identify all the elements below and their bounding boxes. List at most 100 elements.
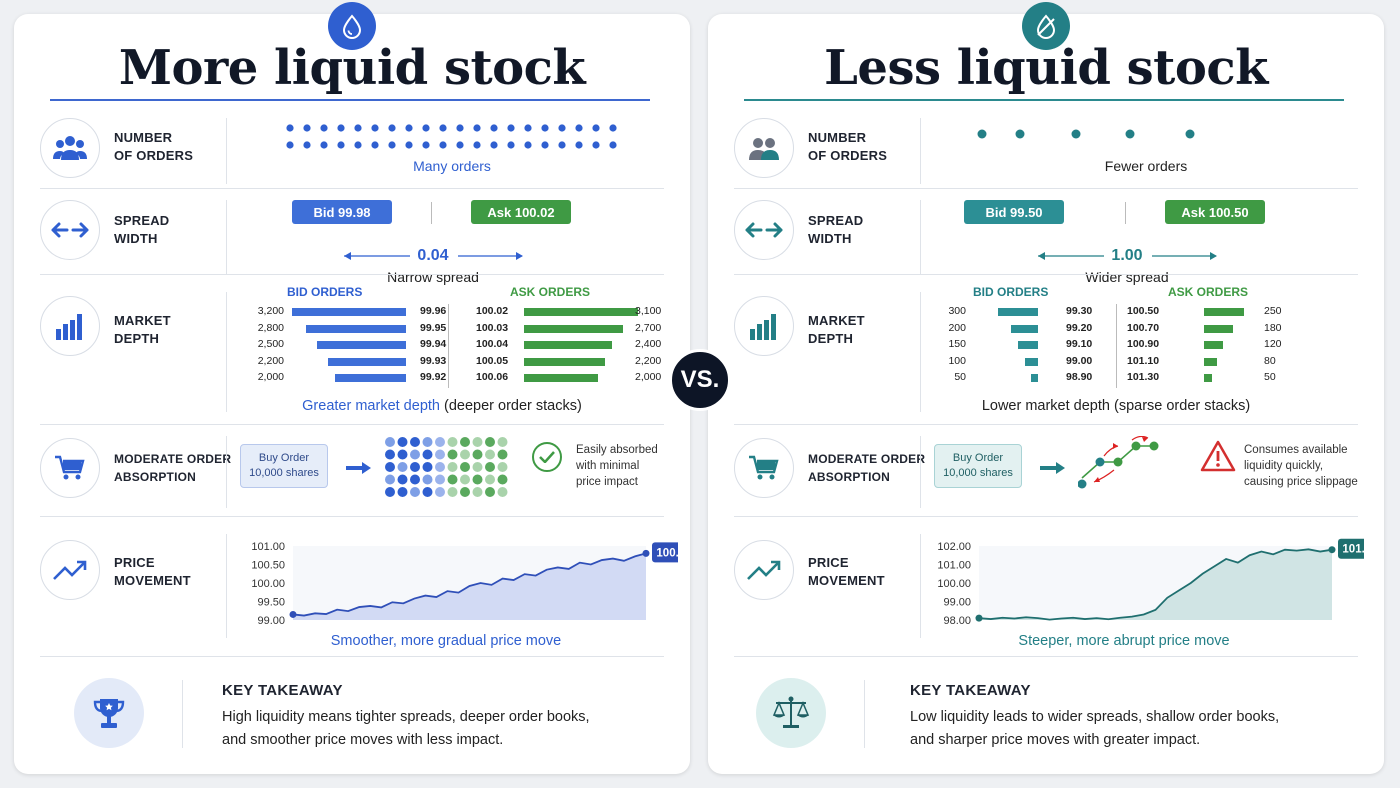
orders-visual: Fewer orders xyxy=(934,114,1358,194)
last-price-badge xyxy=(652,542,678,563)
y-tick-label: 100.50 xyxy=(251,560,285,572)
price-label: PRICE MOVEMENT xyxy=(114,555,191,588)
order-dot xyxy=(447,437,458,447)
ask-price-label: 100.90 xyxy=(1127,338,1160,350)
bid-bar xyxy=(1018,341,1038,349)
order-dot xyxy=(435,462,445,472)
order-dot xyxy=(385,462,395,472)
title-divider xyxy=(50,99,650,101)
order-dot xyxy=(422,449,433,460)
bid-size-label: 2,500 xyxy=(257,338,284,350)
people-icon xyxy=(734,118,794,178)
bid-price-pill: Bid 99.50 xyxy=(964,200,1064,224)
bar-chart-icon xyxy=(40,296,100,356)
absorption-label: MODERATE ORDER ABSORPTION xyxy=(808,452,926,484)
order-dot xyxy=(405,124,413,132)
y-tick-label: 101.00 xyxy=(251,541,285,553)
depth-caption: Greater market depth (deeper order stack… xyxy=(302,398,582,414)
order-dot xyxy=(388,124,396,132)
order-dot xyxy=(558,124,566,132)
ask-orders-heading: ASK ORDERS xyxy=(510,285,591,299)
ask-price-label: 100.05 xyxy=(476,354,509,367)
order-dot xyxy=(490,141,498,149)
ask-price-label: 101.30 xyxy=(1127,371,1160,383)
ask-bar xyxy=(1204,308,1244,316)
bid-bar xyxy=(316,341,406,349)
ask-bar xyxy=(524,341,613,349)
order-dot xyxy=(472,474,483,485)
depth-visual: BID ORDERS ASK ORDERS Greater market dep… xyxy=(240,282,664,420)
ask-size-label: 3,100 xyxy=(635,305,662,317)
y-tick-label: 100.00 xyxy=(937,578,971,590)
bid-size-label: 200 xyxy=(948,321,966,334)
orders-row: NUMBER OF ORDERS Fewer orders xyxy=(734,114,1358,194)
order-dot xyxy=(1071,129,1081,139)
price-chart: 101.00 100.50 100.00 99.50 99.00 100.80 xyxy=(251,541,678,627)
order-dot xyxy=(485,449,495,460)
price-caption: Smoother, more gradual price move xyxy=(330,633,562,649)
order-dot xyxy=(303,124,311,132)
depth-label: MARKET DEPTH xyxy=(114,313,171,346)
ask-size-label: 2,200 xyxy=(635,354,662,367)
row-divider xyxy=(40,188,664,189)
order-dot xyxy=(472,437,483,447)
order-dot xyxy=(422,141,430,149)
depth-row: MARKET DEPTH BID ORDERS ASK ORDERS Greate… xyxy=(40,282,664,420)
order-dot xyxy=(472,487,483,497)
order-dot xyxy=(472,449,483,460)
takeaway-heading: KEY TAKEAWAY xyxy=(222,682,343,699)
spread-divider xyxy=(431,202,432,224)
bid-bar xyxy=(1011,324,1038,333)
liquid-stock-panel: More liquid stock NUMBER OF ORDERS Many o… xyxy=(14,2,690,774)
order-dot xyxy=(490,124,498,132)
order-dot xyxy=(397,474,408,485)
bid-size-label: 300 xyxy=(948,305,966,317)
bid-price-pill: Bid 99.98 xyxy=(292,200,392,224)
absorption-note: Consumes available liquidity quickly, caus… xyxy=(1244,444,1358,488)
trending-up-icon xyxy=(40,540,100,600)
order-dot xyxy=(456,124,464,132)
spread-row: SPREAD WIDTH Bid 99.50 Ask 100.50 1.00 Wi… xyxy=(734,196,1358,285)
y-tick-label: 102.00 xyxy=(937,541,971,553)
ask-bar xyxy=(1204,324,1233,333)
order-dot xyxy=(422,474,433,485)
order-dot xyxy=(385,449,395,460)
order-dot xyxy=(447,474,458,485)
order-dot xyxy=(397,437,408,447)
spread-divider xyxy=(1125,202,1126,224)
takeaway-row: KEY TAKEAWAY Low liquidity leads to wide… xyxy=(734,664,1358,764)
order-dot xyxy=(460,437,470,447)
order-dot xyxy=(422,487,433,497)
arrow-right-icon xyxy=(346,462,371,474)
bid-price-label: 99.30 xyxy=(1066,305,1093,317)
orders-label: NUMBER OF ORDERS xyxy=(808,130,888,163)
order-dot xyxy=(410,449,420,460)
row-divider xyxy=(226,200,227,274)
buy-order-box: Buy Order 10,000 shares xyxy=(240,444,328,488)
order-dot xyxy=(447,462,458,472)
plot-area xyxy=(979,546,1332,620)
ask-bar xyxy=(1204,357,1217,366)
order-dot xyxy=(371,124,379,132)
start-point xyxy=(975,614,983,622)
takeaway-row: KEY TAKEAWAY High liquidity means tighte… xyxy=(40,664,664,764)
bid-price-label: 99.94 xyxy=(420,338,447,350)
bid-price-label: 99.20 xyxy=(1066,321,1093,334)
last-price-label: 101.80 xyxy=(1342,544,1364,556)
spread-visual: Bid 99.50 Ask 100.50 1.00 Wider spread xyxy=(934,196,1358,285)
last-price-label: 100.80 xyxy=(656,547,678,559)
y-tick-label: 98.00 xyxy=(943,615,971,627)
depth-caption: Lower market depth (sparse order stacks) xyxy=(981,398,1251,414)
depth-divider xyxy=(448,304,449,388)
order-dot xyxy=(485,437,495,447)
order-dot xyxy=(609,124,617,132)
order-dot xyxy=(354,124,362,132)
bid-size-label: 2,000 xyxy=(257,371,284,383)
bid-bar xyxy=(1024,357,1038,366)
order-dot xyxy=(405,141,413,149)
order-dot xyxy=(592,141,600,149)
order-dot xyxy=(497,437,508,447)
versus-badge: VS. xyxy=(669,349,731,411)
bar-chart-icon xyxy=(734,296,794,356)
spread-value: 0.04 xyxy=(417,247,449,264)
